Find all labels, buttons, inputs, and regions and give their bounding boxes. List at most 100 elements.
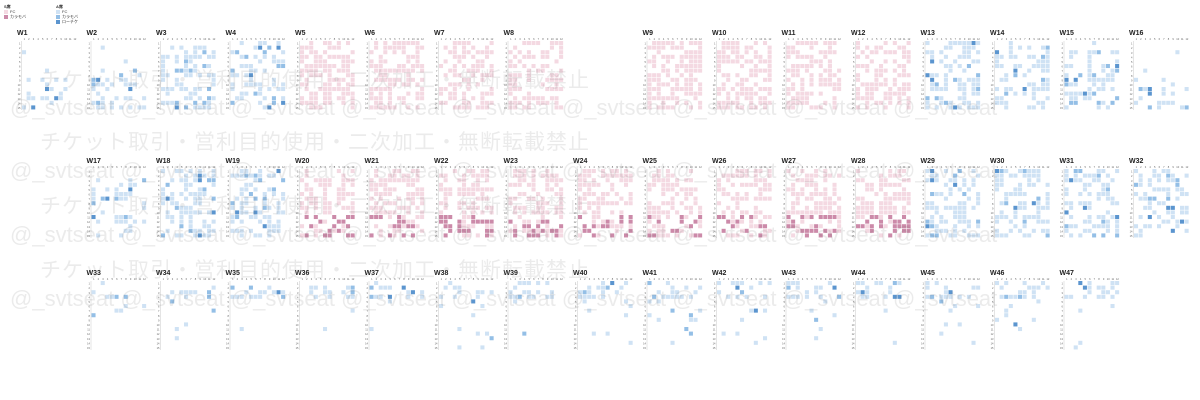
row-tick-label: 8 — [506, 202, 508, 206]
col-tick-label: 5 — [320, 165, 322, 169]
seat-cell — [554, 82, 559, 87]
seat-cell — [397, 196, 402, 201]
row-tick-label: 15 — [713, 346, 716, 350]
row-tick-label: 8 — [228, 74, 230, 78]
seat-cell — [999, 233, 1004, 238]
seat-cell — [758, 96, 763, 101]
seat-cell — [837, 210, 842, 215]
row-tick-label: 8 — [784, 202, 786, 206]
row-tick-label: 13 — [87, 337, 90, 341]
row-tick-label: 8 — [228, 314, 230, 318]
row-tick-label: 4 — [784, 295, 786, 299]
seat-cell — [267, 224, 272, 229]
seat-cell — [281, 50, 286, 55]
seat-cell — [471, 224, 476, 229]
seat-cell — [744, 169, 749, 174]
seat-cell — [49, 87, 54, 92]
seat-cell — [957, 96, 962, 101]
seat-cell — [346, 68, 351, 73]
seat-cell — [513, 233, 518, 238]
seat-cell — [698, 100, 703, 105]
row-tick-label: 2 — [89, 174, 91, 178]
seat-cell — [406, 73, 411, 78]
seat-cell — [1087, 215, 1092, 220]
seat-cell — [439, 304, 444, 309]
seat-cell — [174, 233, 179, 238]
seat-cell — [457, 82, 462, 87]
row-tick-label: 13 — [643, 225, 646, 229]
row-tick-label: 14 — [713, 229, 716, 233]
seat-cell — [323, 192, 328, 197]
seat-cell — [392, 82, 397, 87]
row-tick-label: 15 — [921, 106, 924, 110]
seat-cell — [587, 228, 592, 233]
seat-cell — [791, 100, 796, 105]
seat-cell — [1110, 178, 1115, 183]
col-tick-label: 11 — [1042, 277, 1045, 281]
seat-cell — [758, 233, 763, 238]
row-tick-label: 6 — [784, 65, 786, 69]
seat-cell — [735, 331, 740, 336]
row-tick-label: 9 — [297, 206, 299, 210]
row-tick-label: 15 — [296, 106, 299, 110]
row-tick-label: 12 — [991, 332, 994, 336]
row-tick-label: 8 — [158, 314, 160, 318]
seat-cell — [596, 201, 601, 206]
seat-cell — [605, 224, 610, 229]
row-tick-label: 4 — [297, 183, 299, 187]
seat-cell — [248, 68, 253, 73]
seat-cell — [865, 210, 870, 215]
row-tick-label: 2 — [228, 46, 230, 50]
seat-cell — [63, 77, 68, 82]
seat-cell — [1022, 215, 1027, 220]
row-tick-label: 1 — [89, 170, 91, 174]
seat-cell — [327, 45, 332, 50]
row-tick-label: 8 — [158, 202, 160, 206]
seat-cell — [596, 233, 601, 238]
row-tick-label: 4 — [1131, 183, 1133, 187]
seat-cell — [540, 100, 545, 105]
seat-cell — [300, 205, 305, 210]
block-label: W2 — [87, 30, 98, 37]
seat-cell — [540, 210, 545, 215]
seat-cell — [628, 173, 633, 178]
seat-cell — [953, 41, 958, 46]
row-tick-label: 14 — [296, 341, 299, 345]
seat-cell — [466, 105, 471, 110]
row-tick-label: 3 — [506, 291, 508, 295]
seat-cell — [420, 196, 425, 201]
seat-cell — [142, 219, 147, 224]
seat-cell — [401, 224, 406, 229]
seat-cell — [179, 192, 184, 197]
seat-cell — [735, 73, 740, 78]
seat-cell — [1115, 96, 1120, 101]
seat-cell — [387, 215, 392, 220]
seat-cell — [54, 96, 59, 101]
seat-cell — [374, 173, 379, 178]
row-tick-label: 1 — [367, 282, 369, 286]
seat-cell — [726, 192, 731, 197]
row-tick-label: 1 — [992, 170, 994, 174]
seat-cell — [730, 100, 735, 105]
col-tick-label: 10 — [481, 165, 484, 169]
row-tick-label: 3 — [645, 51, 647, 55]
seat-cell — [767, 281, 772, 286]
seat-cell — [119, 219, 124, 224]
seat-cell — [897, 224, 902, 229]
seat-cell — [726, 105, 731, 110]
seat-cell — [688, 73, 693, 78]
row-tick-label: 7 — [228, 309, 230, 313]
seat-cell — [452, 73, 457, 78]
col-tick-label: 10 — [968, 277, 971, 281]
seat-cell — [188, 182, 193, 187]
seat-cell — [374, 205, 379, 210]
seat-cell — [452, 105, 457, 110]
col-tick-label: 8 — [1029, 37, 1031, 41]
seat-cell — [522, 96, 527, 101]
seat-cell — [522, 210, 527, 215]
seat-cell — [688, 210, 693, 215]
block-label: W19 — [226, 158, 241, 165]
seat-cell — [795, 64, 800, 69]
row-tick-label: 11 — [1060, 216, 1063, 220]
col-tick-label: 6 — [811, 37, 813, 41]
